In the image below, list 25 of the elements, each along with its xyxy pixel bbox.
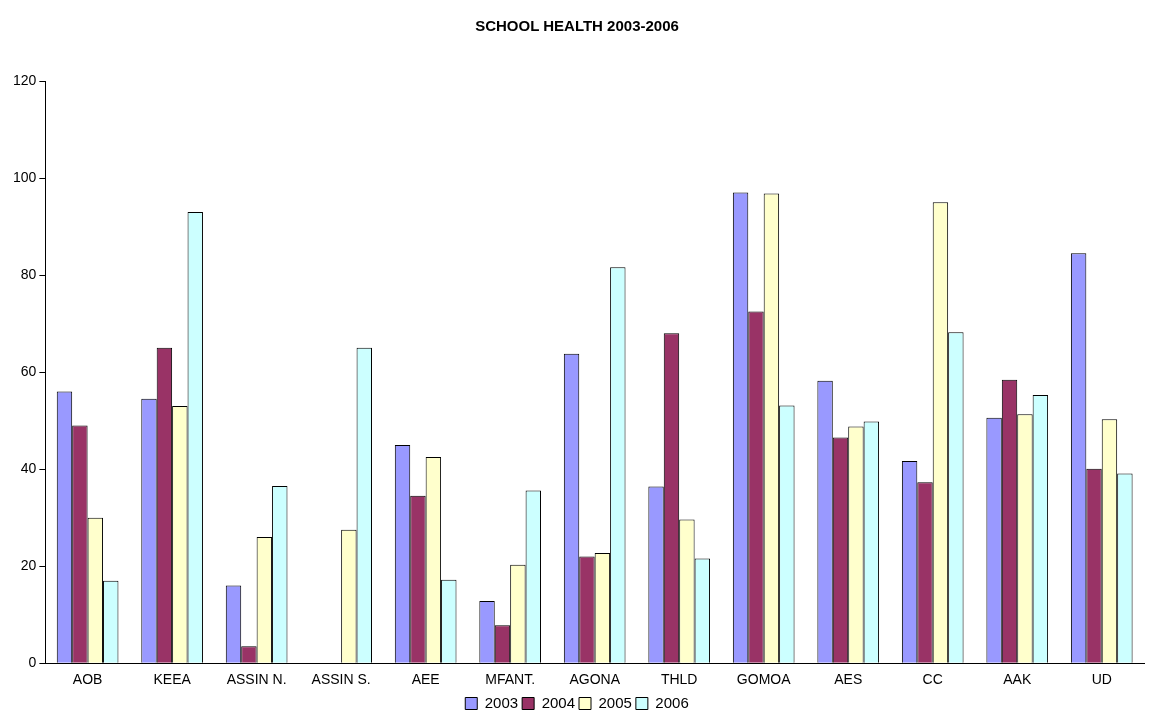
y-tick-label: 40 <box>20 459 37 476</box>
x-tick-label: ASSIN S. <box>311 671 371 688</box>
y-tick-label: 60 <box>20 362 37 379</box>
x-tick-label: AES <box>834 671 863 688</box>
x-tick-label: UD <box>1091 671 1112 688</box>
x-tick-label: THLD <box>660 671 698 688</box>
legend-label: 2004 <box>541 693 576 711</box>
legend-label: 2006 <box>655 693 689 711</box>
x-tick-label: CC <box>922 671 943 688</box>
y-tick-label: 20 <box>20 557 37 574</box>
x-tick-label: AEE <box>411 671 440 688</box>
y-tick-label: 120 <box>13 71 37 88</box>
chart-title: SCHOOL HEALTH 2003-2006 <box>475 17 679 35</box>
x-tick-label: AAK <box>1003 671 1032 688</box>
y-tick-label: 0 <box>28 654 37 671</box>
y-tick-label: 100 <box>13 168 37 185</box>
x-tick-label: AOB <box>72 671 103 688</box>
legend-label: 2003 <box>484 693 519 711</box>
x-tick-label: ASSIN N. <box>226 671 287 688</box>
x-tick-label: AGONA <box>569 671 621 688</box>
x-tick-label: KEEA <box>153 671 192 688</box>
x-tick-label: MFANT. <box>485 671 536 688</box>
y-tick-label: 80 <box>20 265 37 282</box>
x-tick-label: GOMOA <box>736 671 792 688</box>
legend-label: 2005 <box>598 693 632 711</box>
